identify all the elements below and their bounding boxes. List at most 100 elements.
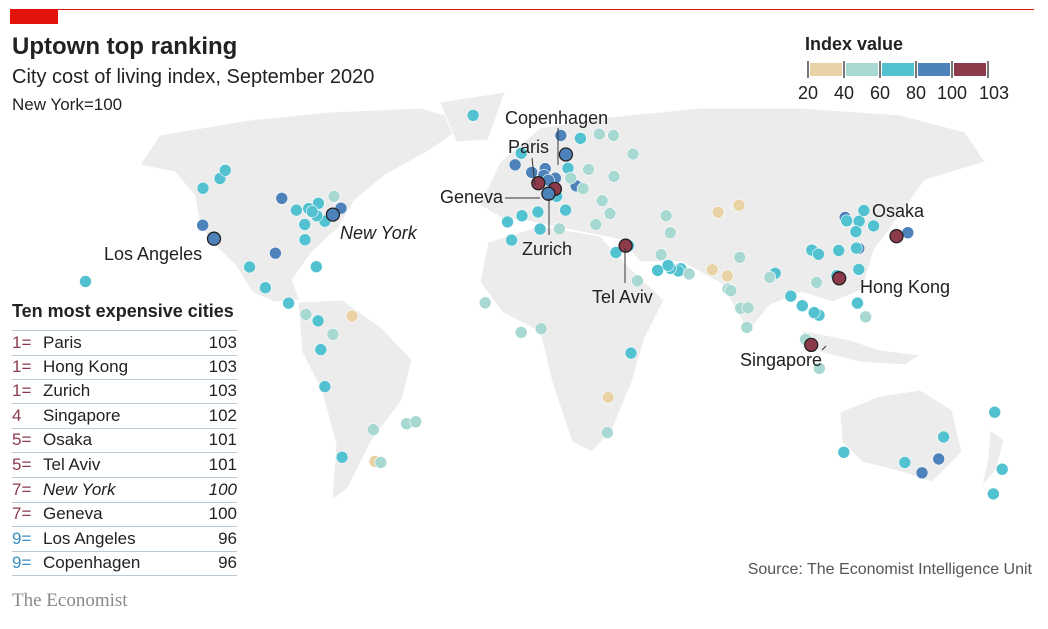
city-dot xyxy=(269,246,282,260)
callout-line-paris xyxy=(531,157,536,186)
city-name: Osaka xyxy=(43,430,93,450)
city-dot xyxy=(859,310,872,324)
legend-swatch xyxy=(846,63,878,76)
index-value: 103 xyxy=(208,381,237,401)
legend-tick-label: 60 xyxy=(869,83,891,103)
label-new-york: New York xyxy=(340,223,418,243)
city-dot xyxy=(409,415,423,429)
city-dot xyxy=(574,132,587,145)
label-hong-kong: Hong Kong xyxy=(860,277,950,297)
legend-tick-label: 40 xyxy=(833,83,855,103)
city-dot xyxy=(618,238,633,253)
rank: 1= xyxy=(12,381,32,401)
city-dot xyxy=(79,275,92,288)
city-dot xyxy=(631,274,644,288)
city-dot xyxy=(533,222,547,236)
index-value: 96 xyxy=(218,528,237,548)
city-dot xyxy=(501,215,514,229)
index-value: 103 xyxy=(208,333,237,352)
label-los-angeles: Los Angeles xyxy=(104,244,202,264)
rank: 4 xyxy=(12,405,22,425)
legend-tick-label: 20 xyxy=(797,83,819,103)
callout-line-singapore xyxy=(821,345,827,351)
city-dot xyxy=(624,346,638,360)
city-name: Paris xyxy=(43,333,82,352)
land-new-zealand xyxy=(981,429,1005,488)
city-dot xyxy=(318,380,332,393)
city-dot xyxy=(290,203,303,217)
city-dot xyxy=(659,209,673,222)
city-dot xyxy=(832,271,847,286)
city-dot xyxy=(466,109,480,122)
index-value: 100 xyxy=(208,479,237,499)
index-value: 96 xyxy=(218,553,237,573)
rank: 9= xyxy=(12,528,32,548)
city-dot xyxy=(559,203,572,217)
index-value: 101 xyxy=(208,455,237,474)
label-tel-aviv: Tel Aviv xyxy=(592,287,653,307)
table-row: 5= Osaka 101 xyxy=(12,428,237,454)
city-dot xyxy=(299,308,313,321)
city-name: Copenhagen xyxy=(43,553,141,573)
city-name: Zurich xyxy=(43,381,91,401)
city-dot xyxy=(531,176,546,191)
city-dot xyxy=(607,129,620,142)
city-dot xyxy=(243,260,256,274)
city-dot xyxy=(309,260,323,274)
city-dot xyxy=(326,327,340,341)
city-dot xyxy=(525,166,539,179)
legend-swatch xyxy=(882,63,914,76)
city-dot xyxy=(740,321,754,334)
city-name: New York xyxy=(43,479,116,499)
city-dot xyxy=(282,296,295,310)
legend-tick-label: 103 xyxy=(978,83,1010,103)
city-dot xyxy=(541,186,556,201)
city-dot xyxy=(219,164,232,177)
table-row: 4 Singapore 102 xyxy=(12,404,237,429)
legend-swatch xyxy=(954,63,986,76)
city-labels: Copenhagen Paris Geneva Zurich Los Angel… xyxy=(104,108,950,370)
city-dot xyxy=(508,158,522,172)
chart-subtitle: City cost of living index, September 202… xyxy=(12,66,375,88)
table-title: Ten most expensive cities xyxy=(12,301,234,321)
city-dot xyxy=(898,456,912,469)
city-dot xyxy=(837,445,851,459)
city-dot xyxy=(732,198,746,212)
city-dot xyxy=(867,219,880,233)
legend-tick-mark xyxy=(879,61,881,78)
city-dot xyxy=(515,209,529,222)
city-dot xyxy=(852,263,866,276)
city-dots xyxy=(79,109,1009,501)
table-row: 7= New York 100 xyxy=(12,478,237,503)
city-name: Singapore xyxy=(43,405,121,425)
city-dot xyxy=(311,314,325,328)
city-dot xyxy=(705,263,719,277)
legend-title: Index value xyxy=(805,34,904,54)
city-dot xyxy=(374,456,388,469)
city-dot xyxy=(196,181,210,195)
city-dot xyxy=(733,250,747,264)
city-dot xyxy=(609,246,623,259)
city-dot xyxy=(849,225,863,238)
city-dot xyxy=(661,259,675,272)
city-dot xyxy=(603,207,617,220)
label-geneva: Geneva xyxy=(440,187,504,207)
city-dot xyxy=(514,146,528,160)
city-dot xyxy=(345,309,359,323)
city-dot xyxy=(298,233,312,246)
city-dot xyxy=(564,171,578,185)
city-dot xyxy=(807,306,821,319)
city-dot xyxy=(626,147,640,161)
table-row: 1= Zurich 103 xyxy=(12,379,237,405)
city-dot xyxy=(196,218,209,232)
city-dot xyxy=(986,487,1000,501)
label-paris: Paris xyxy=(508,137,549,157)
legend-tick-mark xyxy=(843,61,845,78)
legend-tick-label: 100 xyxy=(936,83,968,103)
top-rule xyxy=(10,9,1034,10)
city-name: Tel Aviv xyxy=(43,455,101,474)
city-dot xyxy=(589,218,603,231)
legend-swatch xyxy=(918,63,950,76)
rank: 5= xyxy=(12,430,32,450)
